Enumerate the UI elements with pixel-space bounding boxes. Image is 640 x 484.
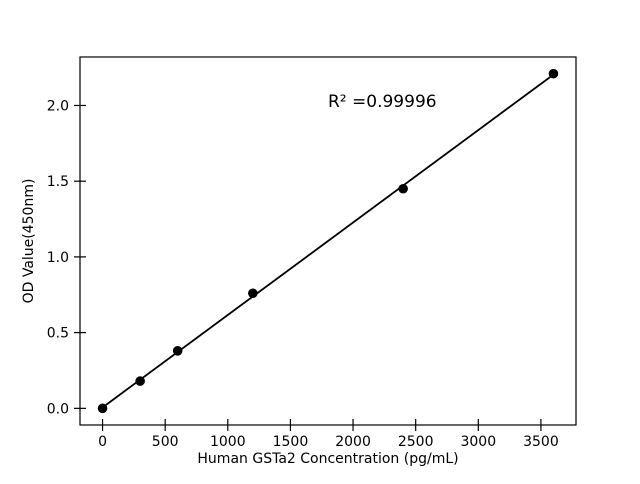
data-point xyxy=(548,68,559,79)
data-layer xyxy=(97,68,559,414)
x-axis-label: Human GSTa2 Concentration (pg/mL) xyxy=(197,451,458,467)
x-tick-label: 1000 xyxy=(210,434,246,450)
y-tick-label: 1.0 xyxy=(47,250,69,266)
x-tick-label: 3500 xyxy=(523,434,559,450)
data-point xyxy=(248,288,258,299)
x-tick-label: 3000 xyxy=(460,434,496,450)
x-tick-label: 2000 xyxy=(335,434,371,450)
y-tick-label: 1.5 xyxy=(47,174,69,190)
plot-border xyxy=(79,56,577,426)
y-axis-label: OD Value(450nm) xyxy=(21,179,37,304)
y-tick-label: 2.0 xyxy=(47,98,69,114)
data-point xyxy=(398,183,408,194)
data-point xyxy=(135,376,145,386)
data-point xyxy=(172,345,183,356)
r-squared-annotation: R² =0.99996 xyxy=(328,92,437,112)
data-point xyxy=(97,403,108,414)
y-tick-label: 0.0 xyxy=(47,401,69,417)
x-tick-label: 0 xyxy=(98,434,107,450)
x-tick-label: 1500 xyxy=(273,434,309,450)
x-tick-label: 500 xyxy=(152,434,179,450)
x-tick-label: 2500 xyxy=(398,434,434,450)
y-tick-label: 0.5 xyxy=(47,326,69,342)
